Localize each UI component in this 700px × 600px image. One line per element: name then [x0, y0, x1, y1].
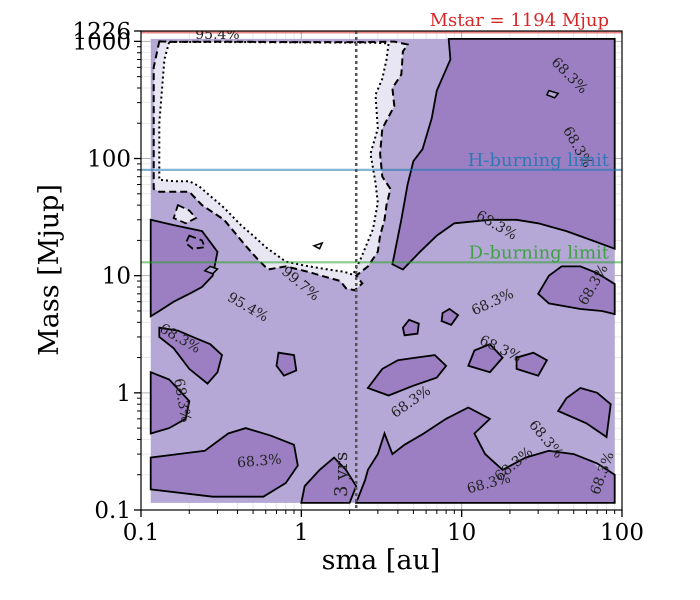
region-68: [150, 428, 298, 497]
region-68: [301, 457, 357, 503]
region-68: [150, 372, 190, 434]
contour-line-68: [354, 406, 616, 504]
region-68: [468, 344, 503, 373]
contour-line-95: [172, 203, 198, 225]
y-tick-label: 10: [102, 264, 131, 290]
x-axis-label: sma [au]: [322, 545, 441, 576]
y-tick-label: 1226: [72, 19, 131, 45]
y-tick-label: 0.1: [94, 498, 131, 524]
region-68: [392, 38, 615, 270]
region-68: [538, 266, 615, 315]
reference-label: H-burning limit: [468, 150, 610, 171]
region-68: [516, 352, 547, 376]
contour-line-99: [158, 40, 390, 276]
reference-labels: H-burning limit D-burning limit Mstar = 11…: [331, 10, 610, 497]
region-outside: [159, 41, 389, 275]
region-95: [513, 442, 534, 455]
contour-label: 68.3%: [170, 377, 193, 424]
region-68: [367, 355, 447, 396]
contour-line-68: [556, 387, 612, 439]
contour-lines: [149, 38, 616, 504]
plot-frame: [140, 30, 623, 511]
contour-label: 95.4%: [195, 27, 239, 43]
region-68: [558, 388, 611, 437]
contour-line-68: [149, 370, 191, 435]
reference-label: D-burning limit: [469, 242, 610, 263]
contour-line-68: [300, 456, 358, 504]
x-tick-label: 1: [294, 520, 309, 546]
region-68: [150, 219, 218, 317]
contour-line-95: [152, 40, 410, 292]
contour-line-68: [275, 351, 298, 377]
contour-line-68: [149, 427, 299, 498]
y-tick-label: 1000: [72, 29, 131, 55]
region-68: [276, 352, 297, 376]
contour-line-68: [366, 354, 448, 397]
contour-line-68: [467, 343, 504, 374]
y-axis-label: Mass [Mjup]: [34, 184, 65, 356]
reference-label: Mstar = 1194 Mjup: [430, 10, 609, 31]
contour-line-68: [401, 318, 420, 337]
x-tick-label: 100: [600, 520, 644, 546]
contour-line-68: [149, 218, 219, 318]
x-tick-label: 10: [447, 520, 476, 546]
contour-regions: [150, 38, 615, 503]
contour-line-68: [203, 265, 219, 275]
region-95: [590, 447, 605, 470]
reference-lines: [141, 31, 622, 510]
region-68: [159, 327, 222, 384]
contour-line-68: [537, 265, 616, 316]
contour-line-95: [184, 234, 207, 250]
contour-line-68: [515, 351, 549, 377]
contour-label: 68.3%: [237, 452, 283, 472]
region-99: [173, 205, 196, 224]
contour-line-68: [391, 38, 616, 271]
x-tick-label: 0.1: [123, 520, 160, 546]
contour-line-68: [440, 307, 460, 327]
contour-line-68: [158, 326, 224, 385]
contour-line-68: [545, 89, 560, 99]
y-tick-label: 100: [87, 147, 131, 173]
period-label: 3 yrs: [331, 452, 352, 497]
contour-line-68: [312, 241, 324, 250]
y-tick-label: 1: [116, 381, 131, 407]
